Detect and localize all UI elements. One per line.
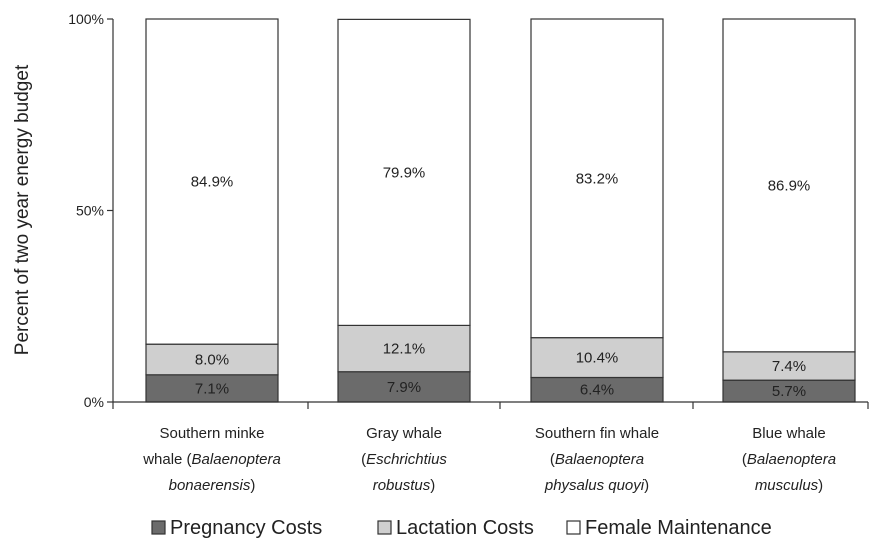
category-label: Southern fin whale [535,425,659,442]
category-label-line2: whale (Balaenoptera [142,451,281,468]
category-label-close: ) [818,477,823,494]
category-label-genus: Balaenoptera [747,451,836,468]
category-label-genus: Eschrichtius [366,451,447,468]
legend-label: Pregnancy Costs [170,517,322,539]
category-label-species: physalus quoyi [544,477,645,494]
bar-segment-lactation-costs-3 [530,337,664,379]
legend-label: Lactation Costs [396,517,534,539]
data-label: 12.1% [383,341,426,358]
data-label: 5.7% [772,383,806,400]
category-label-species: bonaerensis [169,477,251,494]
bar-segment-lactation-costs-2 [337,324,471,373]
category-label-genus: Balaenoptera [555,451,644,468]
category-label-line3: musculus) [755,477,823,494]
category-label-close: ) [644,477,649,494]
bar-segment-pregnancy-costs-2 [337,371,471,403]
category-label-line3: physalus quoyi) [544,477,649,494]
data-label: 7.9% [387,379,421,396]
data-label: 8.0% [195,351,229,368]
category-label-line2: (Eschrichtius [361,451,447,468]
category-label-prefix: ( [550,451,555,468]
legend-label: Female Maintenance [585,517,772,539]
category-label-line2: (Balaenoptera [550,451,644,468]
category-label-close: ) [250,477,255,494]
data-label: 79.9% [383,164,426,181]
data-label: 6.4% [580,382,614,399]
legend-swatch [151,520,166,535]
bar-segment-lactation-costs-1 [145,343,279,376]
category-label-close: ) [430,477,435,494]
bar-segment-female-maintenance-3 [530,18,664,339]
data-label: 7.1% [195,380,229,397]
category-label-prefix: whale ( [142,451,191,468]
bar-segment-female-maintenance-1 [145,18,279,345]
data-label: 84.9% [191,174,234,191]
category-label-line2: (Balaenoptera [742,451,836,468]
category-label-prefix: ( [361,451,366,468]
axes-layer: 0% 50% 100% [68,11,869,410]
data-label: 83.2% [576,170,619,187]
category-label-prefix: ( [742,451,747,468]
y-tick-label: 100% [68,11,104,27]
data-label: 86.9% [768,177,811,194]
category-label-genus: Balaenoptera [192,451,281,468]
legend-swatch [566,520,581,535]
data-labels-layer: 7.1% 8.0% 84.9% 7.9% 12.1% 79.9% 6.4% 10.4% 83.2… [191,164,811,400]
bar-segment-pregnancy-costs-1 [145,374,279,403]
y-axis-label: Percent of two year energy budget [12,64,33,355]
category-label-species: musculus [755,477,819,494]
category-label: Southern minke [159,425,264,442]
legend-swatch [377,520,392,535]
data-label: 7.4% [772,358,806,375]
bar-segment-female-maintenance-4 [722,18,856,353]
y-tick-label: 0% [84,394,104,410]
category-label-line3: bonaerensis) [169,477,256,494]
category-label: Blue whale [752,425,825,442]
category-label: Gray whale [366,425,442,442]
bar-segment-female-maintenance-2 [337,18,471,326]
legend: Pregnancy Costs Lactation Costs Female Mai… [151,517,772,539]
y-tick-label: 50% [76,203,104,219]
bars-layer [145,18,856,403]
data-label: 10.4% [576,350,619,367]
category-label-species: robustus [373,477,431,494]
category-label-line3: robustus) [373,477,436,494]
